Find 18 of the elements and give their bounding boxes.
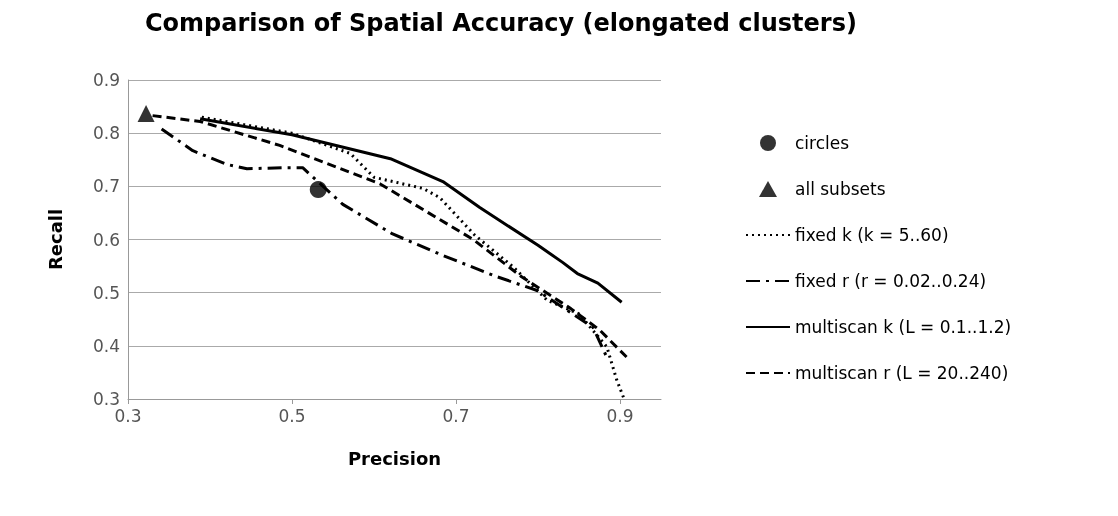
x-axis-title: Precision [347,447,442,469]
y-axis-title: Recall [44,208,66,271]
legend-label: multiscan k (L = 0.1..1.2) [795,317,1012,337]
y-tick-label: 0.5 [92,282,120,303]
y-tick-label: 0.8 [92,123,120,144]
x-tick-label: 0.5 [278,405,306,426]
legend-label: fixed r (r = 0.02..0.24) [795,271,987,291]
y-tick-label: 0.4 [92,335,120,356]
legend-label: fixed k (k = 5..60) [795,225,949,245]
legend-label: circles [795,133,850,153]
y-tick-label: 0.9 [92,70,120,90]
y-tick-label: 0.7 [92,176,120,197]
chart-title: Comparison of Spatial Accuracy (elongated clusters) [145,9,857,37]
y-tick-label: 0.6 [92,229,120,250]
x-tick-label: 0.7 [442,405,470,426]
legend-label: multiscan r (L = 20..240) [795,363,1009,383]
legend-label: all subsets [795,179,886,199]
x-tick-label: 0.9 [606,405,634,426]
